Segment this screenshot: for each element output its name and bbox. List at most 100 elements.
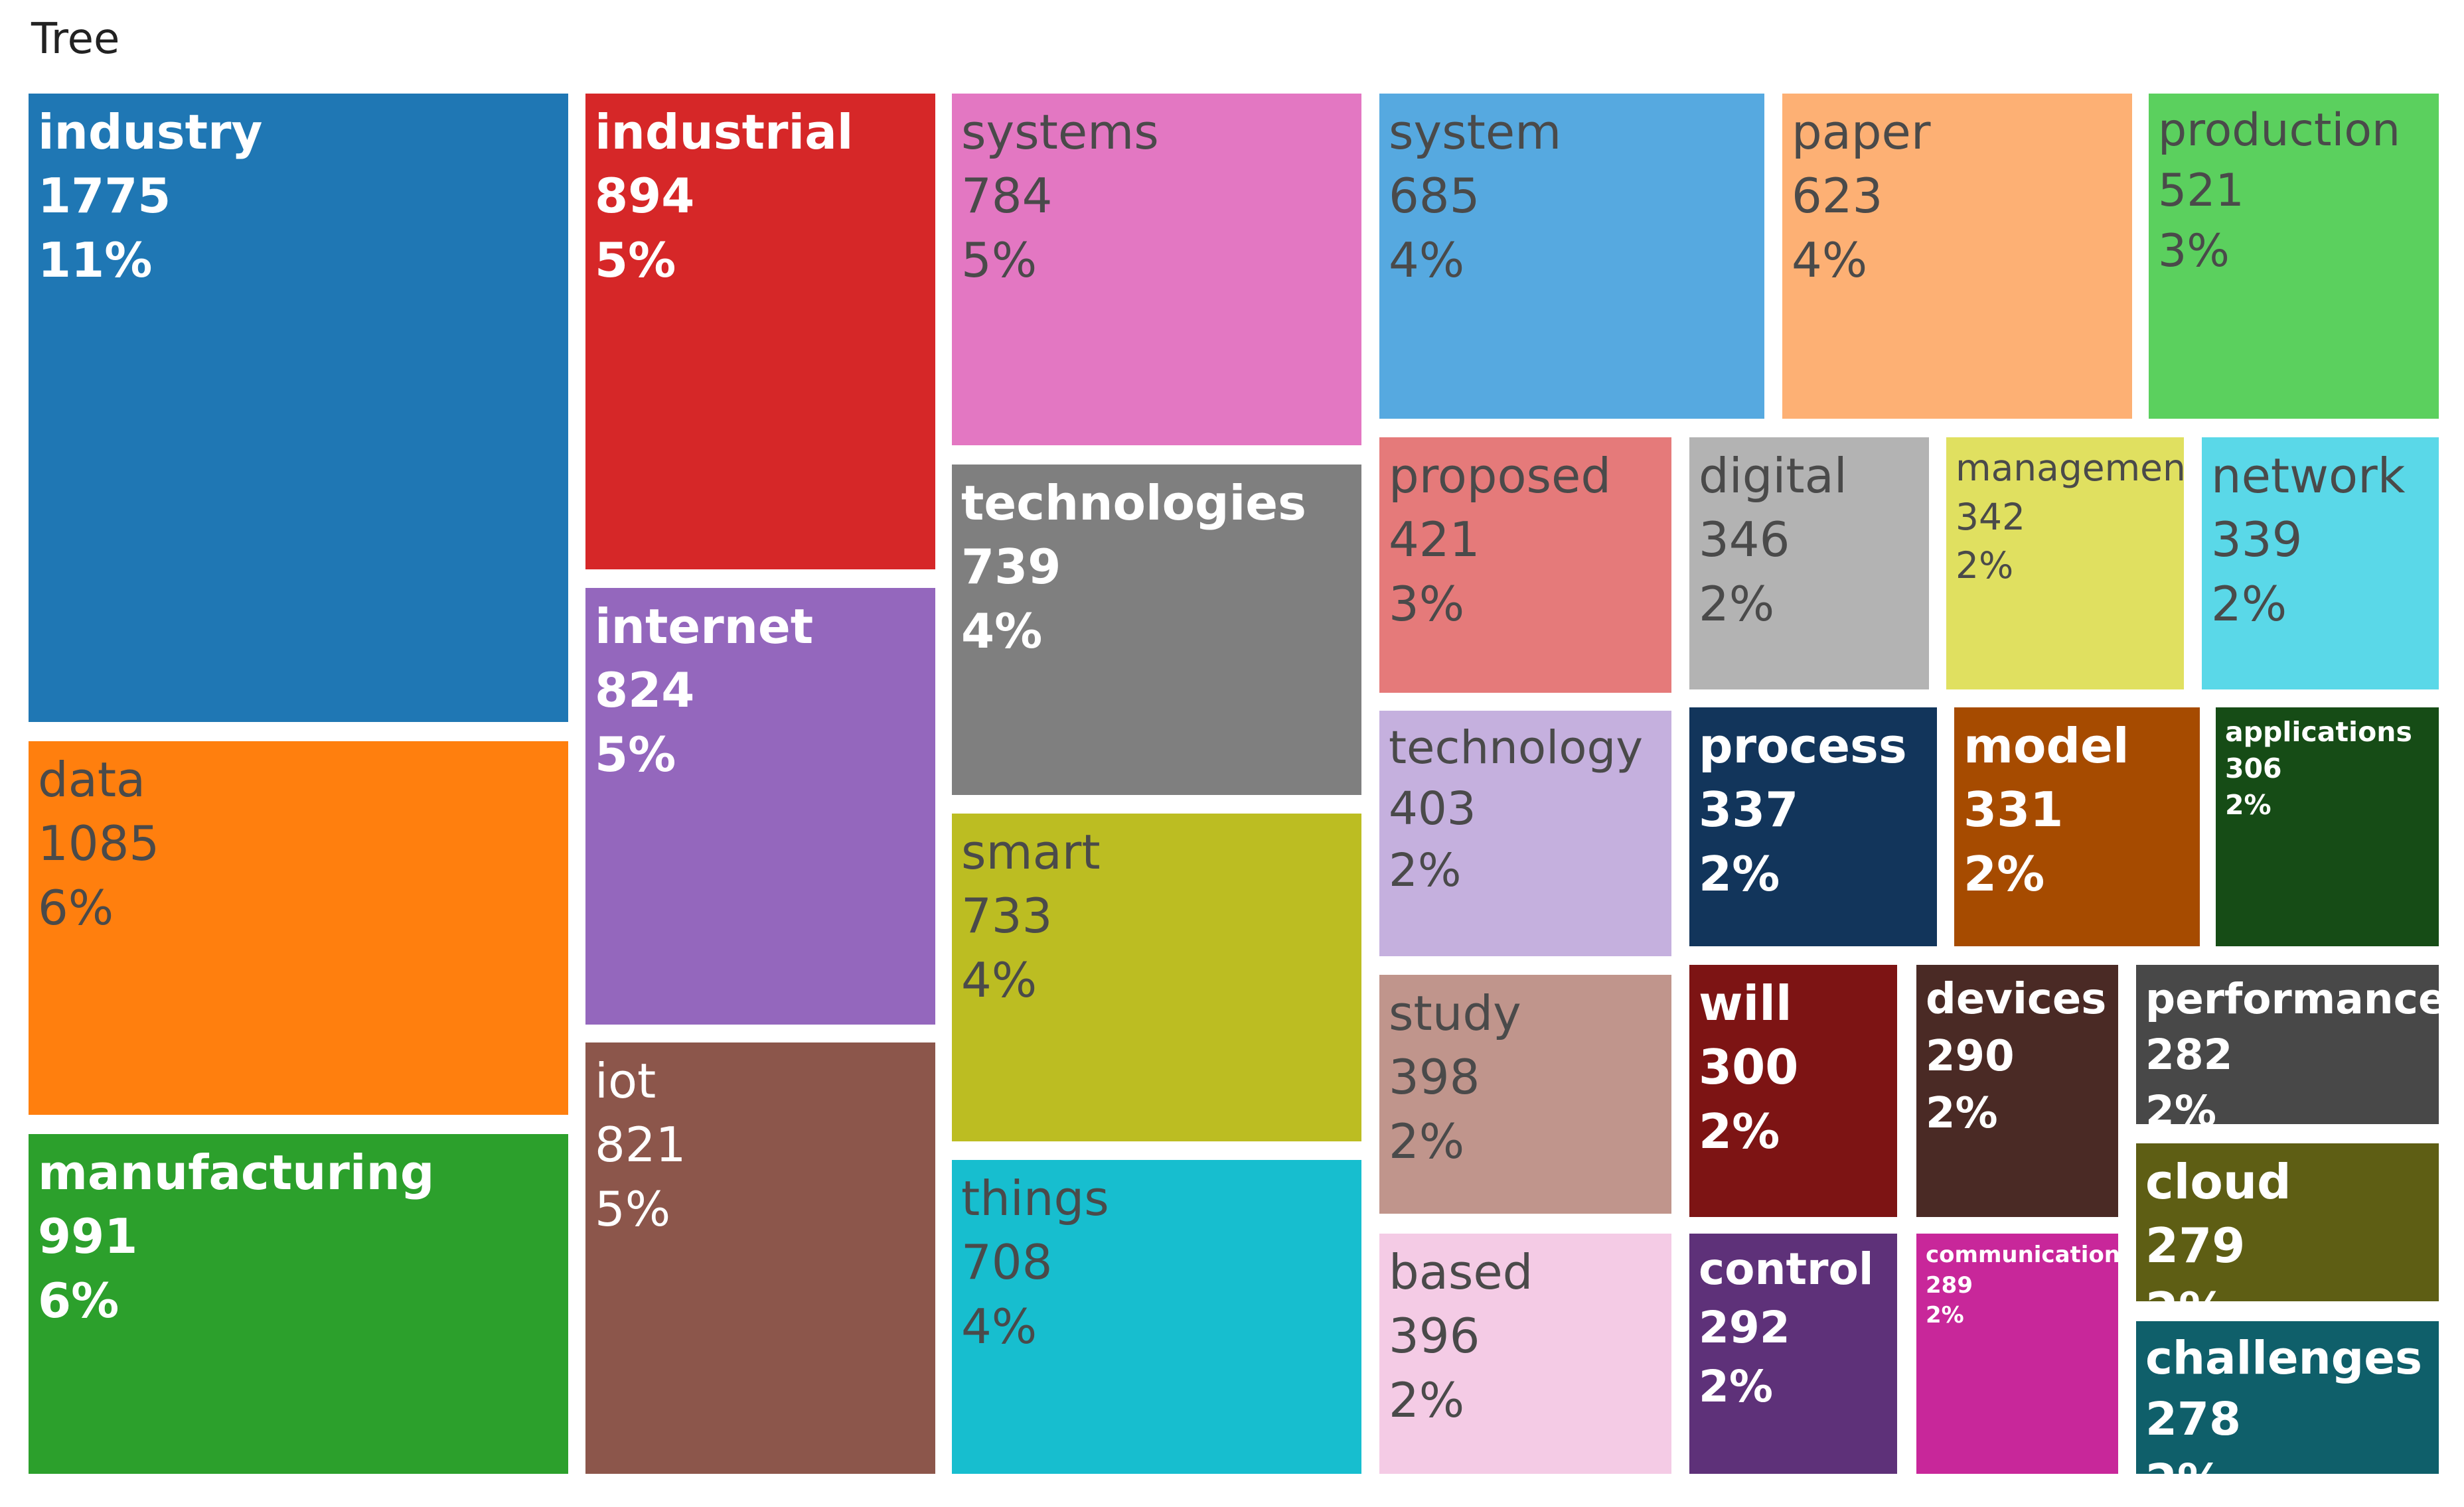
tile-percent: 4% (961, 1298, 1038, 1354)
treemap-tile-process: process 337 2% (1689, 707, 1937, 946)
tile-percent: 5% (595, 232, 676, 288)
treemap-tile-digital: digital 346 2% (1689, 437, 1929, 689)
treemap-tile-system: system 685 4% (1379, 94, 1764, 419)
tile-label-group: devices 290 2% (1926, 971, 2106, 1142)
tile-label: production (2158, 104, 2401, 157)
treemap-tile-paper: paper 623 4% (1782, 94, 2132, 419)
tile-value: 396 (1389, 1308, 1480, 1364)
tile-label-group: manufacturing 991 6% (38, 1141, 434, 1332)
tile-percent: 5% (595, 726, 676, 782)
treemap-tile-control: control 292 2% (1689, 1234, 1897, 1474)
tile-value: 306 (2225, 752, 2282, 784)
tile-value: 739 (961, 539, 1061, 595)
tile-label-group: industry 1775 11% (38, 100, 262, 292)
tile-label: things (961, 1171, 1109, 1226)
treemap-tile-cloud: cloud 279 2% (2136, 1143, 2439, 1301)
tile-label: smart (961, 824, 1101, 880)
tile-value: 623 (1792, 168, 1883, 224)
tile-label: manufacturing (38, 1145, 435, 1200)
tile-label: industry (38, 104, 263, 160)
tile-value: 279 (2145, 1218, 2246, 1274)
tile-label-group: proposed 421 3% (1389, 444, 1611, 636)
tile-label: applications (2225, 716, 2412, 748)
tile-value: 337 (1699, 782, 1799, 838)
tile-percent: 2% (2145, 1086, 2216, 1124)
tile-percent: 2% (1956, 544, 2014, 587)
tile-label: technologies (961, 475, 1306, 531)
tile-percent: 11% (38, 232, 153, 288)
tile-percent: 2% (2211, 575, 2287, 632)
tile-label: industrial (595, 104, 854, 160)
tile-value: 300 (1699, 1039, 1799, 1096)
tile-label-group: cloud 279 2% (2145, 1150, 2291, 1301)
tile-value: 521 (2158, 165, 2244, 218)
tile-percent: 2% (1926, 1302, 1964, 1329)
tile-label: management (1956, 447, 2184, 489)
chart-title: Tree (31, 15, 120, 64)
tile-value: 331 (1964, 782, 2064, 838)
tile-percent: 2% (1389, 1113, 1465, 1169)
tile-value: 821 (595, 1117, 686, 1173)
treemap-tile-manufacturing: manufacturing 991 6% (29, 1134, 568, 1474)
tile-label-group: applications 306 2% (2225, 714, 2412, 824)
tile-label-group: technologies 739 4% (961, 471, 1306, 663)
tile-label: performance (2145, 975, 2439, 1023)
tile-label-group: management 342 2% (1956, 444, 2184, 591)
tile-label-group: challenges 278 2% (2145, 1328, 2422, 1474)
tile-label-group: data 1085 6% (38, 748, 159, 940)
tile-label-group: based 396 2% (1389, 1240, 1533, 1432)
tile-value: 289 (1926, 1271, 1973, 1299)
treemap-tile-production: production 521 3% (2149, 94, 2439, 419)
tile-label-group: things 708 4% (961, 1167, 1109, 1358)
tile-percent: 4% (1389, 232, 1465, 288)
tile-percent: 5% (595, 1181, 671, 1237)
tile-label: will (1699, 975, 1792, 1031)
treemap-tile-industry: industry 1775 11% (29, 94, 568, 722)
tile-label-group: smart 733 4% (961, 820, 1101, 1012)
tile-label: network (2211, 448, 2406, 504)
tile-percent: 4% (961, 952, 1038, 1008)
tile-value: 421 (1389, 512, 1480, 568)
treemap-tile-devices: devices 290 2% (1916, 965, 2118, 1217)
tile-value: 991 (38, 1208, 138, 1265)
tile-value: 1775 (38, 168, 171, 224)
tile-label: model (1964, 718, 2129, 774)
tile-label-group: digital 346 2% (1699, 444, 1847, 636)
tile-label: data (38, 752, 146, 808)
tile-percent: 2% (1389, 1372, 1465, 1428)
tile-label-group: technology 403 2% (1389, 717, 1643, 901)
tile-label-group: control 292 2% (1699, 1240, 1874, 1416)
tile-value: 685 (1389, 168, 1480, 224)
tile-label-group: internet 824 5% (595, 595, 813, 786)
treemap-tile-data: data 1085 6% (29, 741, 568, 1115)
tile-label: iot (595, 1053, 656, 1109)
tile-label: technology (1389, 721, 1644, 774)
tile-percent: 3% (1389, 575, 1465, 632)
tile-label-group: iot 821 5% (595, 1049, 686, 1241)
treemap-tile-communication: communication 289 2% (1916, 1234, 2118, 1474)
tile-percent: 4% (1792, 232, 1868, 288)
treemap-tile-performance: performance 282 2% (2136, 965, 2439, 1124)
tile-value: 708 (961, 1234, 1053, 1291)
tile-label: cloud (2145, 1154, 2291, 1210)
treemap-tile-systems: systems 784 5% (952, 94, 1361, 445)
treemap-tile-management: management 342 2% (1946, 437, 2184, 689)
tile-value: 398 (1389, 1049, 1480, 1106)
tile-percent: 4% (961, 603, 1043, 659)
tile-percent: 2% (1699, 845, 1780, 902)
tile-percent: 3% (2158, 225, 2230, 278)
treemap-tile-applications: applications 306 2% (2216, 707, 2439, 946)
tile-value: 894 (595, 168, 695, 224)
tile-percent: 2% (1699, 1103, 1780, 1159)
tile-label: challenges (2145, 1332, 2423, 1385)
tile-percent: 6% (38, 1272, 119, 1328)
tile-value: 339 (2211, 512, 2303, 568)
tile-percent: 2% (1699, 575, 1775, 632)
tile-label: system (1389, 104, 1562, 160)
tile-percent: 2% (2145, 1451, 2422, 1474)
tile-label: internet (595, 599, 814, 654)
tile-label: systems (961, 104, 1159, 160)
treemap-tile-smart: smart 733 4% (952, 814, 1361, 1141)
treemap-tile-proposed: proposed 421 3% (1379, 437, 1671, 693)
